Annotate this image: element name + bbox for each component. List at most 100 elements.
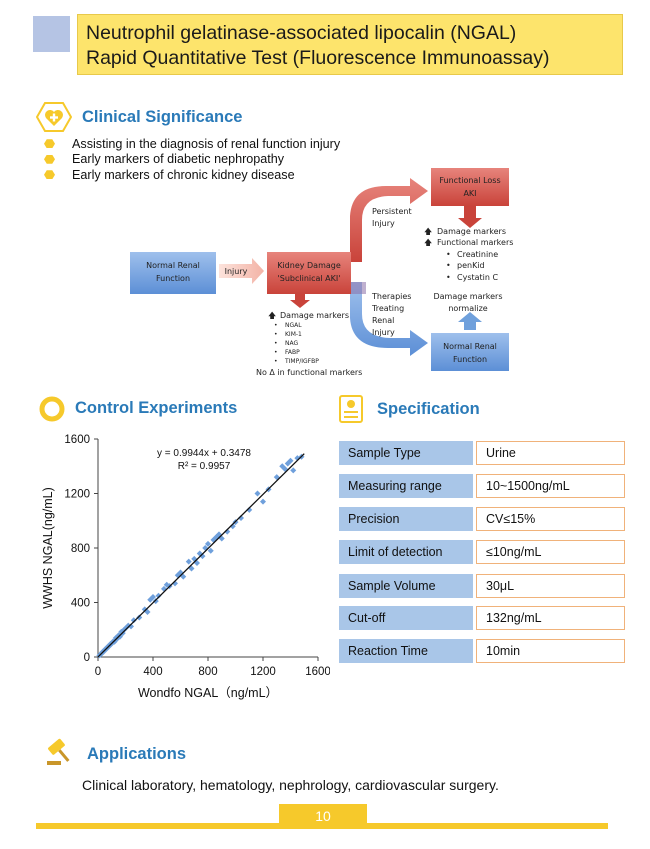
therapy-arrow [350, 282, 428, 356]
spec-value: Urine [476, 441, 625, 465]
data-point [246, 506, 253, 513]
injury-arrow [219, 258, 264, 284]
ngal-correlation-chart: 0 400 800 1200 1600 0 400 800 1200 1600 y = 0.9944… [41, 434, 330, 700]
title-decoration-square [33, 16, 70, 52]
svg-text:•: • [274, 322, 278, 329]
svg-text:🡅: 🡅 [268, 311, 276, 320]
svg-text:•: • [446, 250, 451, 259]
data-point [199, 553, 206, 560]
data-point [185, 558, 192, 565]
spec-label: Reaction Time [339, 639, 473, 663]
spec-value: 132ng/mL [476, 606, 625, 630]
page-title-box: Neutrophil gelatinase-associated lipocal… [77, 14, 623, 75]
data-point [290, 467, 297, 474]
data-point [136, 614, 143, 621]
svg-text:Function: Function [453, 355, 487, 364]
x-axis-label: Wondfo NGAL（ng/mL） [138, 686, 278, 700]
svg-text:KIM-1: KIM-1 [285, 331, 302, 338]
svg-text:Renal: Renal [372, 316, 394, 325]
gavel-icon [47, 738, 70, 765]
svg-text:🡅: 🡅 [424, 227, 432, 236]
list-item: Assisting in the diagnosis of renal func… [44, 136, 340, 152]
data-point [191, 555, 198, 562]
page-title-line-2: Rapid Quantitative Test (Fluorescence Im… [86, 47, 550, 69]
svg-text:Persistent: Persistent [372, 207, 412, 216]
svg-text:Injury: Injury [225, 267, 248, 276]
spec-label: Sample Type [339, 441, 473, 465]
x-tick-label: 0 [95, 666, 101, 678]
data-point [128, 623, 134, 630]
svg-text:•: • [274, 358, 278, 365]
svg-text:No Δ in functional markers: No Δ in functional markers [256, 368, 362, 377]
kidney-damage-box [267, 252, 351, 294]
clinical-bullet-list: Assisting in the diagnosis of renal func… [44, 136, 340, 183]
data-point [172, 580, 178, 587]
up-arrow-blue [458, 312, 482, 330]
data-point [284, 460, 291, 467]
data-point [287, 457, 294, 464]
svg-text:normalize: normalize [448, 304, 487, 313]
spec-label: Precision [339, 507, 473, 531]
normal-renal-box [130, 252, 216, 294]
data-point [130, 617, 137, 624]
svg-text:Function: Function [156, 274, 190, 283]
y-tick-label: 0 [84, 652, 90, 664]
data-point [196, 550, 203, 557]
data-point [155, 592, 162, 599]
hexagon-bullet-icon [44, 154, 55, 164]
spec-value: 10~1500ng/mL [476, 474, 625, 498]
spec-label: Limit of detection [339, 540, 473, 564]
hexagon-bullet-icon [44, 139, 55, 149]
svg-text:FABP: FABP [285, 349, 300, 356]
list-item: Early markers of chronic kidney disease [44, 167, 340, 183]
x-tick-label: 800 [198, 666, 217, 678]
spec-label: Cut-off [339, 606, 473, 630]
svg-text:Functional markers: Functional markers [437, 238, 513, 247]
svg-text:'Subclinical AKI': 'Subclinical AKI' [278, 274, 341, 283]
svg-text:🡅: 🡅 [424, 238, 432, 247]
trendline-equation: y = 0.9944x + 0.3478 [157, 448, 251, 459]
svg-text:Creatinine: Creatinine [457, 250, 498, 259]
svg-text:Treating: Treating [371, 304, 404, 313]
data-point [150, 594, 156, 601]
data-point [117, 633, 123, 640]
x-tick-label: 1600 [305, 666, 330, 678]
spec-value: 10min [476, 639, 625, 663]
applications-title: Applications [87, 745, 187, 763]
renal-injury-diagram: Normal Renal Function Injury Kidney Dama… [130, 168, 513, 377]
svg-text:Functional Loss: Functional Loss [439, 176, 500, 185]
svg-text:NGAL: NGAL [285, 322, 302, 329]
data-point [177, 569, 184, 576]
data-point [207, 547, 214, 554]
trendline [97, 453, 305, 658]
clinical-significance-title: Clinical Significance [82, 108, 243, 126]
hexagon-bullet-icon [44, 170, 55, 180]
svg-text:Damage markers: Damage markers [437, 227, 506, 236]
specification-title: Specification [377, 400, 480, 418]
svg-text:Kidney Damage: Kidney Damage [277, 261, 341, 270]
data-point [238, 515, 244, 522]
x-tick-label: 1200 [250, 666, 276, 678]
svg-text:•: • [274, 349, 278, 356]
data-point [152, 598, 159, 605]
svg-text:Normal Renal: Normal Renal [146, 261, 200, 270]
svg-text:penKid: penKid [457, 261, 485, 270]
spec-value: CV≤15% [476, 507, 625, 531]
control-experiments-title: Control Experiments [75, 399, 238, 417]
spec-value: 30μL [476, 574, 625, 598]
y-axis-label: WWHS NGAL(ng/mL) [41, 487, 55, 609]
svg-text:TIMP/IGFBP: TIMP/IGFBP [284, 358, 319, 365]
document-badge-icon [339, 395, 363, 423]
svg-text:•: • [274, 340, 278, 347]
data-point [194, 559, 200, 566]
data-point [254, 490, 261, 497]
svg-text:NAG: NAG [285, 340, 298, 347]
heart-plus-icon [36, 102, 72, 132]
svg-text:Therapies: Therapies [371, 292, 411, 301]
data-point [144, 609, 151, 616]
y-tick-label: 800 [71, 543, 90, 555]
normal-renal-box-2 [431, 333, 509, 371]
y-tick-label: 1200 [64, 489, 90, 501]
x-tick-label: 400 [143, 666, 162, 678]
svg-text:Damage markers: Damage markers [280, 311, 349, 320]
